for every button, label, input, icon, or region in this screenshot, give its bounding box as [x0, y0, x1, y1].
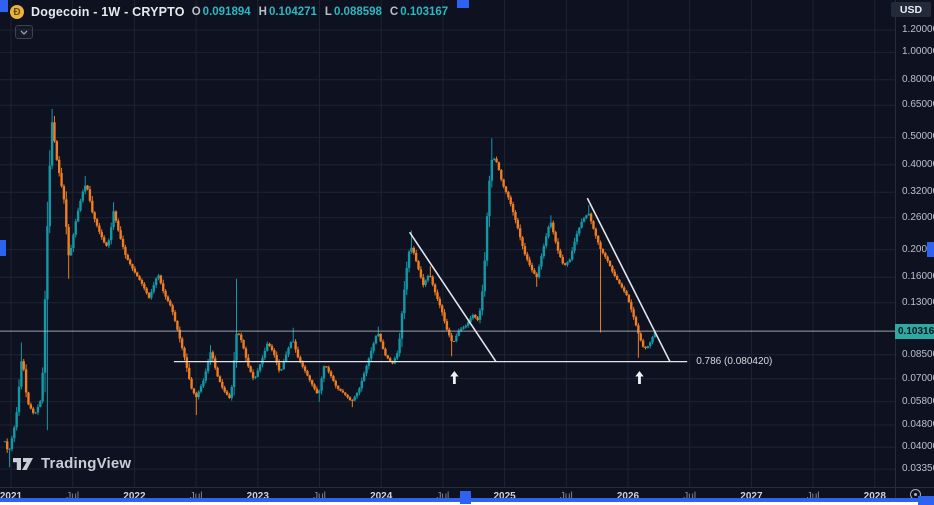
price-tick-label: 0.085000 [902, 348, 934, 360]
price-tick-label: 0.650000 [902, 99, 934, 111]
price-tick-label: 0.058000 [902, 395, 934, 407]
price-tick-label: 0.160000 [902, 271, 934, 283]
symbol-title[interactable]: Dogecoin - 1W - CRYPTO [31, 5, 185, 19]
chevron-down-icon [20, 30, 28, 35]
price-tick-label: 1.200000 [902, 24, 934, 35]
price-tick-label: 0.070000 [902, 372, 934, 384]
dogecoin-icon: Ð [10, 5, 24, 19]
price-tick-label: 0.048000 [902, 418, 934, 430]
price-tick-label: 0.320000 [902, 186, 934, 198]
tradingview-glyph-icon [13, 457, 33, 470]
time-tick-label: 2027 [740, 491, 763, 502]
price-axis[interactable]: 1.200000 1.000000 0.800000 0.650000 0.500000… [895, 0, 934, 505]
fib-level-label[interactable]: 0.786 (0.080420) [696, 355, 773, 367]
last-price-label: 0.103167 [895, 323, 934, 339]
candlestick-chart[interactable] [0, 0, 895, 487]
time-tick-label: 2023 [246, 491, 269, 502]
price-tick-label: 0.800000 [902, 73, 934, 85]
price-tick-label: 0.500000 [902, 131, 934, 143]
time-tick-label: Jul [189, 491, 203, 502]
symbol-header: Ð Dogecoin - 1W - CRYPTO O 0.091894 H 0.104… [10, 5, 448, 19]
selection-handle[interactable] [927, 242, 934, 257]
selection-handle[interactable] [0, 240, 6, 256]
price-tick-label: 0.200000 [902, 243, 934, 255]
time-tick-label: 2024 [370, 491, 393, 502]
time-tick-label: 2028 [863, 491, 886, 502]
time-tick-label: Jul [436, 491, 450, 502]
time-tick-label: Jul [313, 491, 326, 502]
time-axis[interactable]: 2021 Jul 2022 Jul 2023 Jul 2024 Jul 2025 Jul 2026 J… [0, 487, 934, 505]
time-tick-label: 2021 [0, 491, 23, 502]
time-tick-label: 2025 [493, 491, 516, 502]
price-tick-label: 0.260000 [902, 211, 934, 223]
selection-handle[interactable] [457, 0, 469, 8]
selection-handle[interactable] [918, 496, 934, 505]
ohlc-item: H 0.104271 [258, 6, 317, 18]
price-tick-label: 0.033500 [902, 463, 934, 475]
tradingview-logo-text: TradingView [41, 455, 132, 472]
time-tick-label: Jul [559, 491, 573, 502]
ohlc-values: O 0.091894 H 0.104271 L 0.088598 C 0.103167 [192, 6, 448, 18]
grid-layer [0, 0, 895, 487]
ohlc-item: C 0.103167 [389, 6, 449, 18]
time-tick-label: 2022 [123, 491, 146, 502]
price-tick-label: 0.400000 [902, 158, 934, 170]
currency-toggle-button[interactable]: USD [891, 2, 931, 17]
time-tick-label: Jul [683, 491, 697, 502]
candles-layer [3, 108, 657, 468]
price-tick-label: 0.040000 [902, 441, 934, 453]
selection-handle[interactable] [0, 0, 8, 12]
drawings-layer [0, 197, 895, 385]
tradingview-logo[interactable]: TradingView [13, 455, 131, 472]
time-tick-label: 2026 [616, 491, 640, 502]
price-tick-label: 0.130000 [902, 296, 934, 308]
time-tick-label: Jul [66, 491, 80, 502]
ohlc-item: L 0.088598 [324, 6, 382, 18]
price-tick-label: 1.000000 [902, 46, 934, 58]
selection-handle[interactable] [460, 491, 471, 504]
collapse-legend-button[interactable] [15, 25, 33, 39]
ohlc-item: O 0.091894 [191, 6, 251, 18]
time-tick-label: Jul [806, 491, 820, 502]
